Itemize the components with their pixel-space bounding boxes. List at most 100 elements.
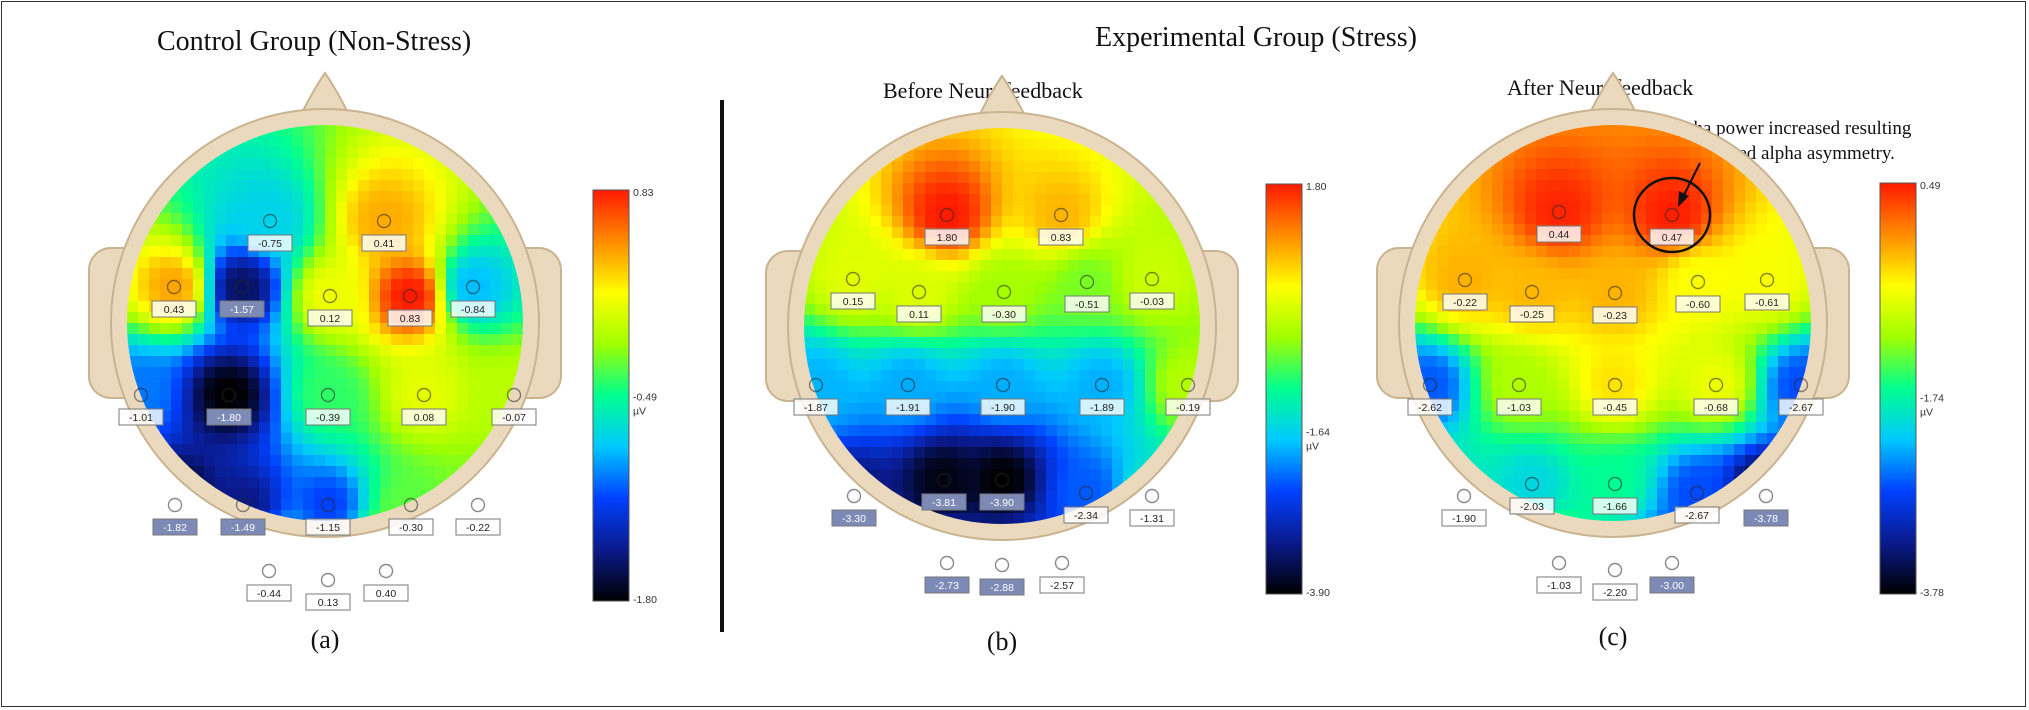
- electrode-value: 0.15: [843, 296, 864, 308]
- electrode-marker: [261, 563, 277, 579]
- topo-map-b: 1.80 0.83 0.15 0.11 -0.30 -0.51 -0.03 -1.87 -1.9…: [765, 74, 1330, 656]
- electrode: -1.90: [1441, 488, 1487, 527]
- electrode: -1.80: [206, 387, 252, 426]
- electrode-marker: [1054, 555, 1070, 571]
- electrode-marker: [166, 279, 182, 295]
- electrode-value: -0.19: [1176, 402, 1200, 414]
- electrode: -1.66: [1592, 476, 1638, 515]
- electrode-value: -1.80: [217, 412, 241, 424]
- electrode-value-box: [1509, 305, 1555, 323]
- electrode-marker: [1690, 274, 1706, 290]
- electrode-value-box: [1442, 293, 1488, 311]
- electrode-marker: [911, 284, 927, 300]
- electrode: -1.91: [885, 377, 931, 416]
- electrode-value: -1.90: [1452, 513, 1476, 525]
- annotation-arrow: [1682, 162, 1701, 198]
- electrode: -1.87: [793, 377, 839, 416]
- electrode: 0.15: [830, 271, 876, 310]
- electrode: -2.88: [979, 557, 1025, 596]
- electrode: 0.11: [896, 284, 942, 323]
- electrode-marker: [996, 284, 1012, 300]
- electrode-value: -0.68: [1704, 402, 1728, 414]
- electrode-value: -3.30: [842, 513, 866, 525]
- electrode: -0.68: [1693, 377, 1739, 416]
- electrode-value-box: [1743, 509, 1789, 527]
- colorbar-gradient: [592, 189, 630, 602]
- colorbar: 0.49 -1.74 µV -3.78: [1879, 180, 1944, 599]
- electrode-value: -1.57: [230, 304, 254, 316]
- control-group-title: Control Group (Non-Stress): [157, 26, 472, 57]
- colorbar-unit-label: µV: [1306, 440, 1319, 452]
- electrode-marker: [1457, 272, 1473, 288]
- electrode-value: 0.44: [1549, 229, 1570, 241]
- electrode-value-box: [896, 305, 942, 323]
- electrode-value-box: [1592, 306, 1638, 324]
- electrode-value: -0.44: [257, 588, 281, 600]
- electrode-value-box: [247, 234, 293, 252]
- electrode-marker: [1607, 285, 1623, 301]
- electrode-marker: [378, 563, 394, 579]
- annotation-circle: [1632, 176, 1712, 254]
- electrode: -1.57: [219, 279, 265, 318]
- electrode-value: 0.13: [318, 597, 339, 609]
- electrode-value: -1.01: [129, 412, 153, 424]
- electrode-value: 0.41: [374, 238, 395, 250]
- electrode-value: -0.39: [316, 412, 340, 424]
- electrode-value: 1.80: [937, 232, 958, 244]
- colorbar: 0.83 -0.49 µV -1.80: [592, 187, 657, 606]
- electrode-value: -2.67: [1685, 510, 1709, 522]
- electrode-value-box: [118, 408, 164, 426]
- electrode: -0.30: [981, 284, 1027, 323]
- electrode-marker: [1053, 207, 1069, 223]
- electrode: -0.44: [246, 563, 292, 602]
- electrode: -2.34: [1063, 485, 1109, 524]
- electrode-value-box: [1509, 497, 1555, 515]
- colorbar: 1.80 -1.64 µV -3.90: [1265, 181, 1330, 599]
- electrode-marker: [1524, 284, 1540, 300]
- electrode: 0.47: [1649, 207, 1695, 246]
- electrode-marker: [995, 377, 1011, 393]
- electrode-marker: [322, 288, 338, 304]
- electrode-value-box: [307, 309, 353, 327]
- electrode-value: -1.82: [163, 522, 187, 534]
- electrode-value-box: [924, 576, 970, 594]
- electrode-marker: [1144, 271, 1160, 287]
- electrode-value-box: [388, 518, 434, 536]
- electrode-value-box: [1536, 225, 1582, 243]
- electrode-marker: [1664, 207, 1680, 223]
- electrode-value-box: [1693, 398, 1739, 416]
- electrode-value: -0.23: [1603, 310, 1627, 322]
- electrode-value: -1.31: [1140, 513, 1164, 525]
- electrode-value: -0.30: [992, 309, 1016, 321]
- electrode: -0.07: [491, 387, 537, 426]
- before-neurofeedback-title: Before Neurofeedback: [883, 78, 1083, 103]
- colorbar-max-label: 0.49: [1920, 180, 1941, 192]
- electrode-value-box: [491, 408, 537, 426]
- electrode-value: -2.62: [1418, 402, 1442, 414]
- map-caption: (c): [1599, 622, 1628, 651]
- electrode: 0.41: [361, 213, 407, 252]
- electrode-value: -0.30: [399, 522, 423, 534]
- electrode-value-box: [1674, 506, 1720, 524]
- electrode: -0.45: [1592, 377, 1638, 416]
- electrode: -0.19: [1165, 377, 1211, 416]
- electrode: -1.03: [1536, 555, 1582, 594]
- electrode-marker: [1180, 377, 1196, 393]
- electrode-value-box: [151, 300, 197, 318]
- electrode-value-box: [1592, 583, 1638, 601]
- electrode: -3.78: [1743, 488, 1789, 527]
- electrode: 0.40: [363, 563, 409, 602]
- electrode-value: -1.91: [896, 402, 920, 414]
- electrode: 0.43: [151, 279, 197, 318]
- electrode-value: 0.40: [376, 588, 397, 600]
- colorbar-unit-label: µV: [633, 405, 646, 417]
- electrode-value-box: [1063, 506, 1109, 524]
- electrode-value: -0.22: [466, 522, 490, 534]
- electrode: -0.22: [1442, 272, 1488, 311]
- electrode-value: -2.73: [935, 580, 959, 592]
- electrode-value-box: [450, 300, 496, 318]
- electrode-value-box: [305, 518, 351, 536]
- electrode-marker: [1664, 555, 1680, 571]
- electrode-value-box: [980, 398, 1026, 416]
